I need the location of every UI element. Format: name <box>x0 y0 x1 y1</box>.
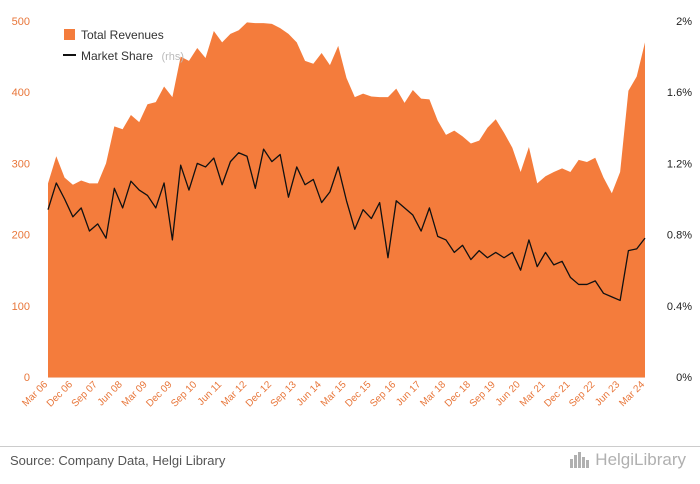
y-axis-left: 0 100 200 300 400 500 <box>12 16 30 384</box>
y-axis-right: 0% 0.4% 0.8% 1.2% 1.6% 2% <box>667 16 692 384</box>
legend-label-market-share: Market Share <box>81 49 153 63</box>
y-right-tick-label: 2% <box>676 16 692 28</box>
y-right-tick-label: 1.6% <box>667 87 692 99</box>
plot-area <box>47 22 646 377</box>
x-tick-label: Dec 18 <box>443 379 473 409</box>
x-tick-label: Dec 21 <box>542 379 572 409</box>
legend-swatch-total-revenues <box>64 29 75 40</box>
x-tick-label: Mar 18 <box>418 379 448 409</box>
helgi-library-logo: HelgiLibrary <box>569 450 686 470</box>
x-tick-label: Sep 19 <box>468 379 498 409</box>
x-tick-label: Mar 24 <box>617 379 647 409</box>
chart: 0 100 200 300 400 500 0% 0.4% 0.8% 1.2% 1.6% 2% Ma… <box>12 16 693 410</box>
x-tick-label: Jun 17 <box>394 379 423 408</box>
brand-name: HelgiLibrary <box>595 450 686 469</box>
x-tick-label: Dec 09 <box>144 379 174 409</box>
legend-note-rhs: (rhs) <box>161 51 184 63</box>
y-right-tick-label: 0% <box>676 372 692 384</box>
y-left-tick-label: 400 <box>12 87 30 99</box>
x-tick-label: Dec 12 <box>244 379 274 409</box>
y-left-tick-label: 0 <box>24 372 30 384</box>
x-tick-label: Jun 20 <box>494 379 523 408</box>
x-tick-label: Mar 09 <box>120 379 150 409</box>
legend: Total Revenues Market Share (rhs) <box>63 28 184 64</box>
x-tick-label: Jun 08 <box>96 379 125 408</box>
x-tick-label: Mar 15 <box>319 379 349 409</box>
y-left-tick-label: 100 <box>12 301 30 313</box>
x-tick-label: Mar 12 <box>219 379 249 409</box>
x-tick-label: Mar 21 <box>518 379 548 409</box>
x-tick-label: Dec 15 <box>343 379 373 409</box>
x-tick-label: Sep 16 <box>368 379 398 409</box>
legend-item-market-share: Market Share (rhs) <box>81 47 184 64</box>
y-left-tick-label: 200 <box>12 230 30 242</box>
x-tick-label: Sep 10 <box>169 379 199 409</box>
source-note: Source: Company Data, Helgi Library <box>10 453 226 468</box>
x-tick-label: Jun 14 <box>295 379 324 408</box>
x-tick-label: Dec 06 <box>45 379 75 409</box>
x-tick-label: Sep 07 <box>70 379 100 409</box>
y-right-tick-label: 1.2% <box>667 158 692 170</box>
y-left-tick-label: 300 <box>12 158 30 170</box>
y-left-tick-label: 500 <box>12 16 30 28</box>
x-tick-label: Jun 23 <box>593 379 622 408</box>
footer: Source: Company Data, Helgi Library Helg… <box>0 446 700 484</box>
x-tick-label: Sep 13 <box>269 379 299 409</box>
x-tick-label: Sep 22 <box>567 379 597 409</box>
y-right-tick-label: 0.4% <box>667 301 692 313</box>
city-skyline-icon <box>570 452 590 468</box>
y-right-tick-label: 0.8% <box>667 230 692 242</box>
legend-label-total-revenues: Total Revenues <box>81 28 164 42</box>
series-line-market-share <box>47 148 646 302</box>
